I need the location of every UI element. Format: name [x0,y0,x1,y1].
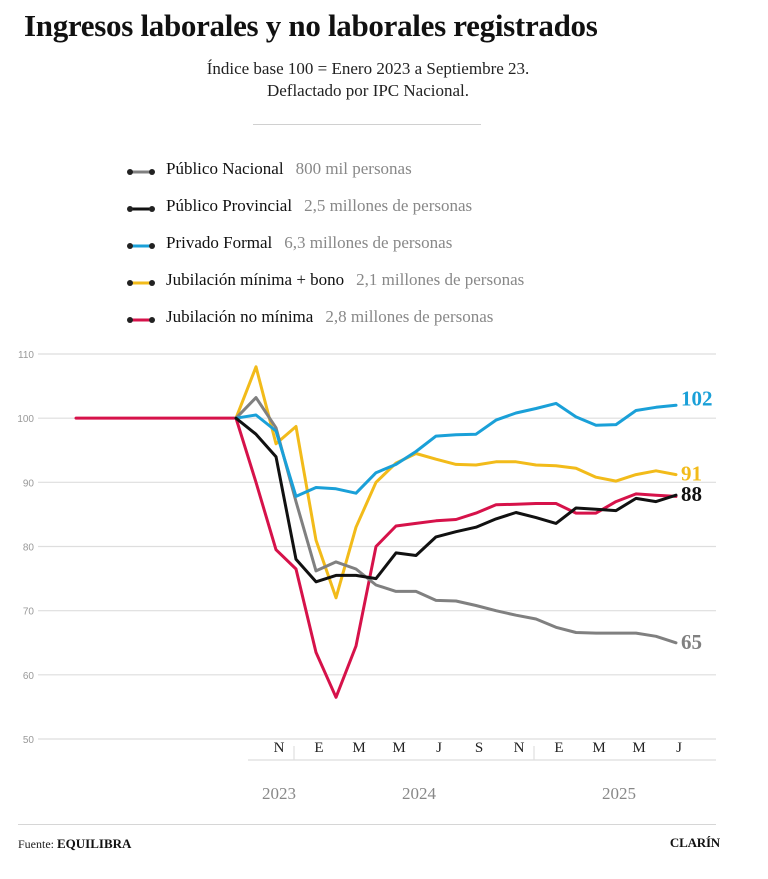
legend-label: Público Nacional [166,158,284,178]
subtitle-line-2: Deflactado por IPC Nacional. [266,81,470,100]
brand-logo: CLARÍN [669,835,720,850]
source-label: Fuente: [18,837,54,851]
x-tick-label: S [475,740,483,756]
legend-line-icon [126,163,156,175]
legend-item-publico-provincial: Público Provincial 2,5 millones de perso… [126,187,524,224]
legend-line-icon [126,237,156,249]
title-divider [253,124,481,125]
legend-line-icon [126,200,156,212]
legend-label: Privado Formal [166,232,273,252]
y-tick-label: 100 [17,414,34,425]
subtitle-line-1: Índice base 100 = Enero 2023 a Septiembr… [206,59,530,78]
series-line-jubilaci-n-m-nima-bono [234,365,678,600]
x-tick-label: M [392,740,405,756]
x-tick-label: M [632,740,645,756]
legend-count: 2,1 millones de personas [356,269,525,289]
line-chart: 50 60 70 80 90 100 110 N E M M J S N E M M J 2023 2024 2025 6… [17,350,716,803]
year-label: 2024 [402,784,437,803]
year-label: 2023 [262,784,296,803]
year-label: 2025 [602,784,636,803]
legend-item-publico-nacional: Público Nacional 800 mil personas [126,150,524,187]
series-line-p-blico-provincial [234,416,678,584]
footer-divider [18,824,716,825]
legend-count: 800 mil personas [295,158,412,178]
x-tick-label: J [676,740,682,756]
end-value-label: 65 [681,630,702,654]
legend-item-jubilacion-no-minima: Jubilación no mínima 2,8 millones de per… [126,298,524,335]
y-tick-label: 110 [18,350,34,361]
x-tick-label: N [274,740,285,756]
end-value-label: 102 [681,386,713,410]
legend-label: Jubilación no mínima [166,306,314,326]
legend-label: Público Provincial [166,195,293,215]
legend-count: 2,8 millones de personas [325,306,494,326]
legend: Público Nacional 800 mil personas Públic… [126,150,524,335]
x-tick-label: E [314,740,323,756]
x-tick-label: N [514,740,525,756]
chart-subtitle: Índice base 100 = Enero 2023 a Septiembr… [0,58,736,102]
legend-line-icon [126,311,156,323]
series-line-privado-formal [234,401,678,498]
x-tick-label: M [352,740,365,756]
legend-label: Jubilación mínima + bono [166,269,345,289]
legend-item-jubilacion-minima: Jubilación mínima + bono 2,1 millones de… [126,261,524,298]
x-tick-label: M [592,740,605,756]
chart-title: Ingresos laborales y no laborales regist… [24,8,598,43]
source-name: EQUILIBRA [57,836,132,851]
source: Fuente: EQUILIBRA [18,836,131,852]
y-tick-label: 70 [23,607,35,618]
y-tick-label: 90 [23,478,35,489]
end-value-label: 91 [681,462,702,486]
y-tick-label: 60 [23,671,35,682]
legend-count: 6,3 millones de personas [284,232,453,252]
x-tick-label: E [554,740,563,756]
y-tick-label: 80 [23,543,35,554]
y-tick-label: 50 [23,735,35,746]
series-line-p-blico-nacional [234,396,678,645]
end-value-label: 88 [681,482,702,506]
legend-line-icon [126,274,156,286]
legend-count: 2,5 millones de personas [304,195,473,215]
x-tick-label: J [436,740,442,756]
legend-item-privado-formal: Privado Formal 6,3 millones de personas [126,224,524,261]
